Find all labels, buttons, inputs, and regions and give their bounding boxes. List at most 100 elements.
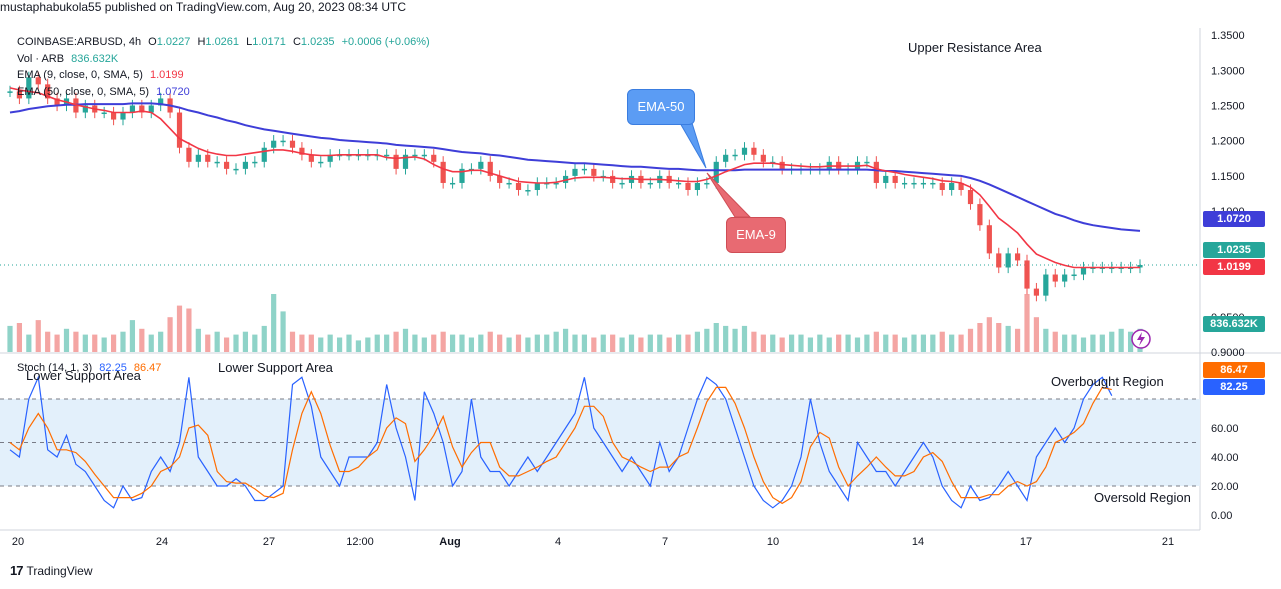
legend-close: 1.0235 <box>300 36 335 48</box>
volume-bar <box>807 337 814 352</box>
candle-body <box>289 140 296 148</box>
volume-bar <box>506 337 512 352</box>
ema50-callout: EMA-50 <box>627 89 695 125</box>
volume-bar <box>751 331 757 352</box>
volume-bar <box>854 337 861 352</box>
volume-bar <box>384 334 390 352</box>
close-price-tag: 1.0235 <box>1203 242 1265 258</box>
legend-ema9-label: EMA (9, close, 0, SMA, 5) <box>17 69 143 81</box>
volume-bar <box>233 334 239 352</box>
legend-ema9-value: 1.0199 <box>150 69 184 81</box>
volume-bar <box>393 331 399 352</box>
legend-ohlc: COINBASE:ARBUSD, 4h O1.0227 H1.0261 L1.0… <box>17 36 434 48</box>
stoch-tick-label: 0.00 <box>1211 510 1232 522</box>
candle-body <box>1062 274 1068 282</box>
time-tick-label: 17 <box>1020 536 1032 548</box>
volume-bar <box>675 334 682 352</box>
candle-body <box>1043 274 1049 296</box>
lower-support-label-2: Lower Support Area <box>218 360 333 375</box>
volume-bar <box>242 331 249 352</box>
candle-body <box>158 98 164 106</box>
volume-bar <box>732 328 738 352</box>
volume-bar <box>1071 334 1077 352</box>
volume-bar <box>647 334 653 352</box>
legend-high-label: H <box>197 36 206 48</box>
stoch-d-tag: 86.47 <box>1203 362 1265 378</box>
volume-bar <box>167 317 173 352</box>
candle-body <box>1071 274 1077 277</box>
volume-bar <box>892 334 898 352</box>
volume-bar <box>223 337 230 352</box>
tradingview-footer[interactable]: 17 TradingView <box>10 563 93 578</box>
ema9-callout-pointer <box>706 172 752 218</box>
volume-bar <box>581 334 588 352</box>
volume-bar <box>515 334 522 352</box>
time-tick-label: Aug <box>439 536 460 548</box>
candle-body <box>35 77 41 85</box>
volume-bar <box>355 340 362 352</box>
legend-symbol: COINBASE:ARBUSD, 4h <box>17 36 142 48</box>
time-tick-label: 27 <box>263 536 275 548</box>
volume-bar <box>101 337 107 352</box>
volume-bar <box>958 334 964 352</box>
candle-body <box>299 147 305 155</box>
candle-body <box>986 225 992 254</box>
candle-body <box>572 168 578 176</box>
volume-bar <box>459 334 465 352</box>
volume-bar <box>704 328 710 352</box>
candle-body <box>26 77 32 99</box>
time-tick-label: 20 <box>12 536 24 548</box>
candle-body <box>402 154 409 169</box>
candle-body <box>901 182 908 185</box>
volume-bar <box>45 331 51 352</box>
volume-layer <box>7 294 1151 352</box>
volume-bar <box>63 328 70 352</box>
candle-body <box>487 161 493 176</box>
candle-body <box>864 161 870 164</box>
time-tick-label: 10 <box>767 536 779 548</box>
volume-bar <box>289 331 296 352</box>
volume-bar <box>402 328 409 352</box>
legend-stoch-k: 82.25 <box>99 362 127 374</box>
stoch-tick-label: 20.00 <box>1211 481 1239 493</box>
volume-bar <box>1127 331 1134 352</box>
volume-bar <box>186 308 192 352</box>
volume-bar <box>1118 328 1124 352</box>
candle-body <box>478 161 484 169</box>
volume-bar <box>657 334 663 352</box>
volume-bar <box>770 334 776 352</box>
candle-body <box>619 182 625 185</box>
candle-body <box>139 105 145 113</box>
candle-body <box>45 84 51 99</box>
legend-ema9: EMA (9, close, 0, SMA, 5) 1.0199 <box>17 69 188 81</box>
candle-body <box>195 154 201 162</box>
volume-bar <box>7 325 13 352</box>
legend-low-label: L <box>246 36 253 48</box>
volume-bar <box>252 334 258 352</box>
candle-body <box>449 182 456 185</box>
candle-body <box>723 154 729 162</box>
volume-bar <box>591 337 597 352</box>
volume-bar <box>139 328 145 352</box>
lightning-bolt-icon <box>1137 332 1145 346</box>
candle-body <box>431 154 437 162</box>
volume-bar <box>741 325 748 352</box>
volume-bar <box>930 334 936 352</box>
volume-bar <box>996 323 1002 352</box>
volume-bar <box>1099 334 1105 352</box>
volume-bar <box>619 337 625 352</box>
candle-body <box>920 182 927 185</box>
volume-bar <box>478 334 484 352</box>
candle-body <box>16 91 23 99</box>
candle-body <box>440 161 446 183</box>
volume-bar <box>1062 334 1068 352</box>
volume-bar <box>864 334 870 352</box>
candle-body <box>911 182 917 185</box>
candle-body <box>1137 265 1143 268</box>
candle-body <box>760 154 766 162</box>
volume-bar <box>534 334 540 352</box>
volume-bar <box>845 334 851 352</box>
volume-bar <box>920 334 927 352</box>
volume-bar <box>261 325 267 352</box>
